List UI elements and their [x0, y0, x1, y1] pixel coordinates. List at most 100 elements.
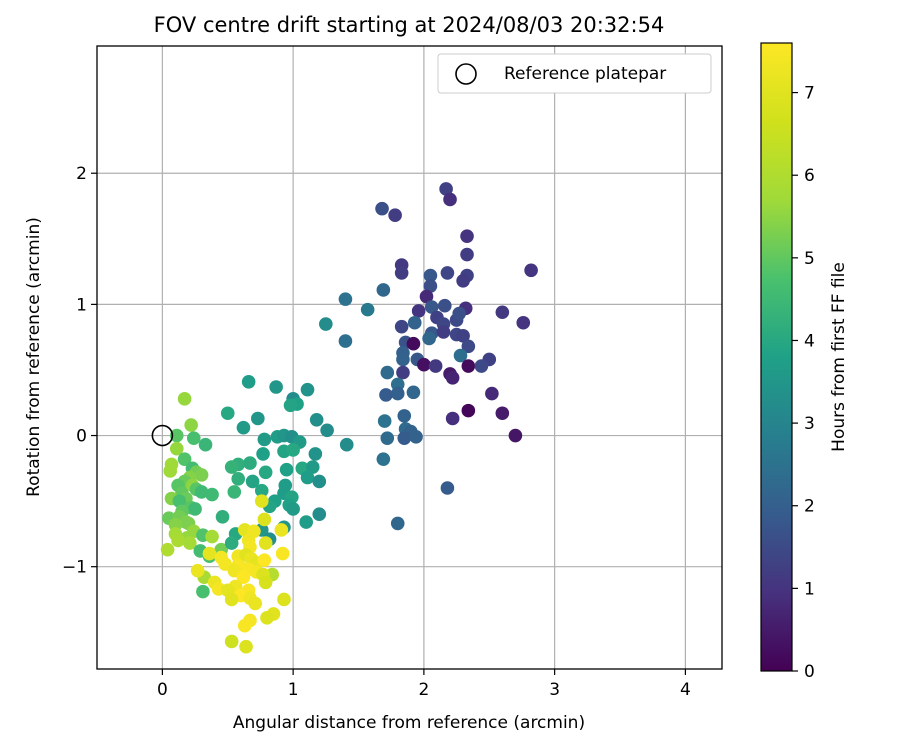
data-point [243, 456, 257, 470]
data-point [224, 460, 239, 474]
data-point [461, 339, 476, 354]
data-point [445, 411, 460, 426]
data-point [258, 536, 273, 550]
data-point [377, 414, 392, 428]
data-point [251, 411, 265, 426]
data-point [396, 352, 410, 367]
colorbar-tick-label: 1 [804, 579, 815, 599]
legend-marker [455, 63, 477, 85]
data-point [419, 289, 434, 304]
data-point [485, 386, 499, 401]
data-point [224, 634, 239, 649]
colorbar-tick-label: 6 [804, 166, 815, 186]
data-point [188, 502, 202, 516]
data-point [236, 420, 251, 435]
data-point [339, 437, 354, 452]
data-point [319, 317, 333, 331]
x-tick-label: 1 [288, 680, 299, 700]
colorbar-tick-label: 7 [804, 84, 815, 104]
data-point [411, 304, 426, 318]
data-point [376, 283, 391, 297]
data-point [172, 494, 187, 508]
data-point [220, 406, 235, 421]
data-point [309, 413, 324, 427]
legend: Reference platepar [437, 53, 712, 94]
data-point [279, 462, 294, 477]
data-point [205, 529, 219, 544]
data-point [428, 359, 443, 373]
data-point [160, 542, 175, 557]
data-point [169, 441, 184, 456]
data-point [300, 470, 315, 485]
data-point [196, 584, 210, 599]
data-point [312, 507, 327, 522]
data-point [445, 371, 460, 385]
data-point [257, 512, 272, 527]
data-point [390, 386, 405, 401]
data-point [308, 447, 323, 461]
data-point [215, 510, 230, 524]
x-tick-label: 2 [418, 680, 429, 700]
data-point [452, 306, 466, 321]
data-point [438, 298, 452, 313]
data-point [258, 575, 273, 590]
x-axis-title: Angular distance from reference (arcmin) [233, 713, 585, 733]
colorbar [761, 43, 792, 671]
data-point [406, 336, 421, 351]
data-point [474, 359, 489, 373]
data-point [194, 468, 209, 482]
data-point [248, 596, 263, 611]
colorbar-title: Hours from first FF file [829, 262, 849, 452]
data-point [300, 382, 315, 397]
data-point [461, 359, 476, 373]
data-point [194, 485, 209, 499]
legend-label: Reference platepar [504, 64, 666, 84]
data-point [409, 430, 423, 444]
data-point [269, 380, 283, 394]
data-point [299, 515, 314, 529]
colorbar-tick-label: 2 [804, 497, 815, 517]
y-tick-label: 0 [76, 427, 87, 447]
data-point [440, 481, 455, 495]
data-point [171, 533, 185, 548]
data-point [460, 229, 474, 243]
data-point [423, 279, 438, 293]
data-point [245, 474, 260, 489]
data-point [257, 553, 272, 567]
x-tick-label: 4 [680, 680, 691, 700]
data-point [283, 398, 298, 413]
data-point [258, 465, 273, 480]
legend-box [437, 53, 712, 94]
data-point [177, 392, 192, 406]
x-axis-ticks: 0 1 2 3 4 [157, 669, 691, 700]
data-point [460, 247, 474, 262]
data-point [202, 546, 217, 561]
y-tick-label: 1 [76, 295, 87, 315]
data-point [376, 452, 391, 466]
data-point [417, 357, 431, 372]
y-axis-ticks: −1 0 1 2 [62, 164, 97, 578]
data-point [508, 428, 523, 443]
data-point [257, 432, 272, 447]
data-point [379, 388, 393, 402]
y-tick-label: 2 [76, 164, 87, 184]
data-point [275, 546, 290, 561]
data-point [380, 431, 395, 445]
data-point [524, 263, 538, 278]
data-point [456, 329, 470, 343]
data-point [516, 315, 531, 330]
data-point [439, 182, 453, 196]
data-point [495, 406, 510, 421]
data-point [184, 418, 198, 432]
data-point [394, 319, 409, 334]
data-point [231, 472, 246, 486]
data-point [190, 563, 205, 578]
data-point [224, 536, 239, 550]
data-point [236, 570, 251, 584]
data-point [461, 403, 476, 418]
reference-platepar-marker [151, 424, 174, 447]
data-point [396, 365, 410, 380]
data-point [388, 208, 402, 222]
data-point [453, 348, 468, 363]
